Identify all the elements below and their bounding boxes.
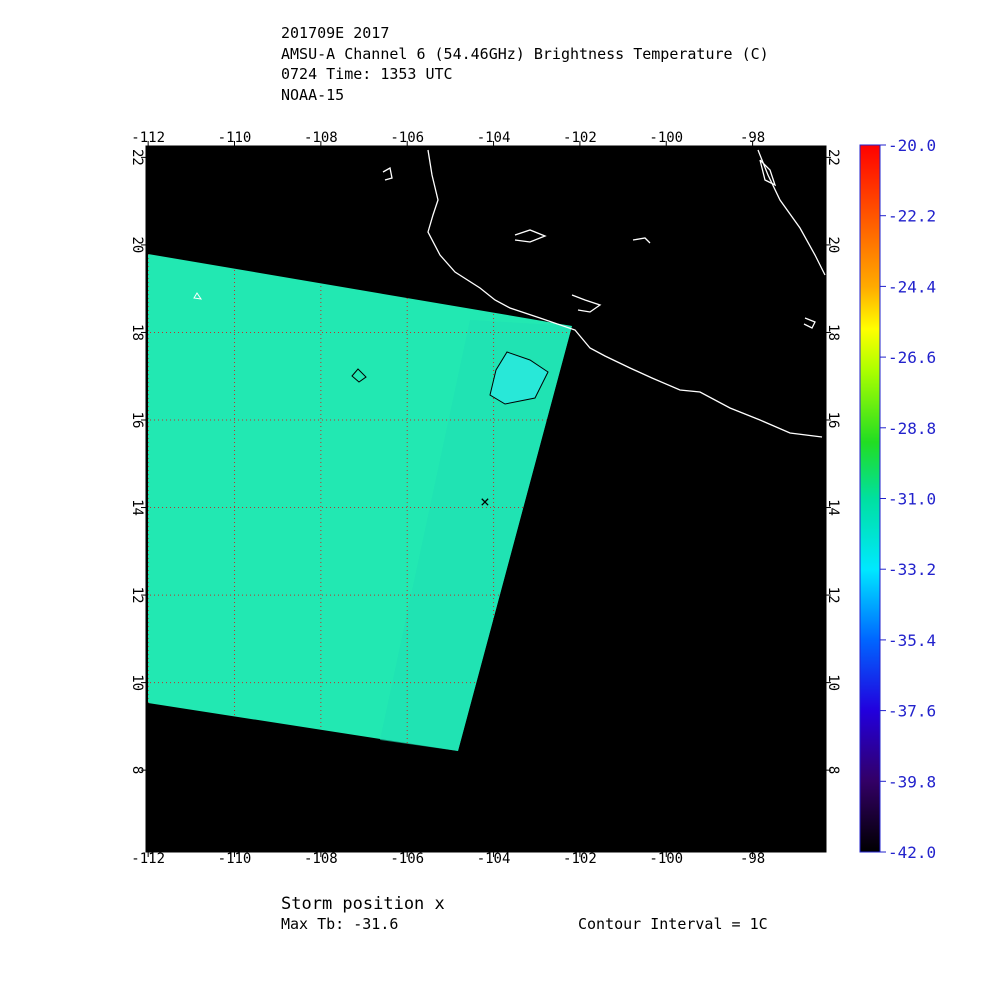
- colorbar-label: -24.4: [888, 277, 936, 296]
- contour: [489, 351, 549, 405]
- x-tick-label: -106: [390, 851, 424, 867]
- y-tick-label: 22: [825, 149, 841, 166]
- storm-label: Storm position x: [281, 894, 445, 914]
- x-tick-label: -106: [390, 130, 424, 146]
- colorbar: -20.0 -22.2 -24.4 -26.6 -28.8 -31.0 -33.2 -35.4…: [859, 136, 936, 862]
- x-tick-label: -98: [740, 851, 765, 867]
- y-tick-label: 10: [129, 674, 145, 691]
- colorbar-label: -33.2: [888, 560, 936, 579]
- header-line: 201709E 2017: [281, 24, 389, 42]
- coast: [427, 149, 823, 438]
- x-tick-label: -110: [218, 130, 252, 146]
- contour: [351, 368, 367, 383]
- y-tick-label: 8: [129, 766, 145, 774]
- x-tick-label: -110: [218, 851, 252, 867]
- contour-interval: Contour Interval = 1C: [578, 915, 768, 933]
- island: [571, 294, 602, 313]
- y-tick-label: 10: [825, 674, 841, 691]
- island: [514, 229, 547, 243]
- colorbar-label: -28.8: [888, 419, 936, 438]
- colorbar-label: -37.6: [888, 702, 936, 721]
- y-tick-label: 20: [129, 236, 145, 253]
- x-tick-label: -98: [740, 130, 765, 146]
- y-tick-label: 18: [825, 324, 841, 341]
- y-tick-label: 16: [825, 412, 841, 429]
- header-line: AMSU-A Channel 6 (54.46GHz) Brightness T…: [281, 45, 769, 63]
- x-tick-label: -100: [649, 851, 683, 867]
- x-tick-label: -102: [563, 851, 597, 867]
- island: [632, 237, 651, 244]
- colorbar-label: -26.6: [888, 348, 936, 367]
- y-tick-label: 12: [129, 587, 145, 604]
- storm-marker: ×: [480, 492, 490, 511]
- island: [803, 317, 816, 329]
- max-tb: Max Tb: -31.6: [281, 915, 398, 933]
- coast: [757, 149, 826, 276]
- axes: -112 -112 -110 -110 -108 -108 -106 -106 -104 -104…: [129, 130, 841, 867]
- y-tick-label: 14: [825, 499, 841, 516]
- y-tick-label: 8: [825, 766, 841, 774]
- y-tick-label: 12: [825, 587, 841, 604]
- x-tick-label: -108: [304, 130, 338, 146]
- island: [382, 166, 393, 181]
- y-tick-label: 14: [129, 499, 145, 516]
- colorbar-label: -31.0: [888, 490, 936, 509]
- x-tick-label: -104: [477, 130, 511, 146]
- contour: [193, 292, 203, 300]
- colorbar-label: -22.2: [888, 207, 936, 226]
- colorbar-label: -39.8: [888, 772, 936, 791]
- x-tick-label: -100: [649, 130, 683, 146]
- lagoon: [759, 159, 777, 187]
- y-tick-label: 22: [129, 149, 145, 166]
- x-tick-label: -102: [563, 130, 597, 146]
- map-frame: [145, 145, 827, 853]
- colorbar-label: -42.0: [888, 843, 936, 862]
- colorbar-scale: [859, 144, 881, 853]
- contours: [193, 292, 549, 405]
- header-line: NOAA-15: [281, 86, 344, 104]
- y-tick-label: 20: [825, 236, 841, 253]
- x-tick-label: -108: [304, 851, 338, 867]
- x-tick-label: -112: [131, 130, 165, 146]
- y-tick-label: 18: [129, 324, 145, 341]
- header-line: 0724 Time: 1353 UTC: [281, 65, 453, 83]
- swath-edge: [380, 320, 572, 751]
- colorbar-label: -35.4: [888, 631, 936, 650]
- x-tick-label: -104: [477, 851, 511, 867]
- header: 201709E 2017 AMSU-A Channel 6 (54.46GHz)…: [281, 24, 769, 104]
- x-tick-label: -112: [131, 851, 165, 867]
- footer: Storm position x Max Tb: -31.6 Contour I…: [281, 894, 768, 933]
- colorbar-label: -20.0: [888, 136, 936, 155]
- coastline: [382, 149, 826, 438]
- y-tick-label: 16: [129, 412, 145, 429]
